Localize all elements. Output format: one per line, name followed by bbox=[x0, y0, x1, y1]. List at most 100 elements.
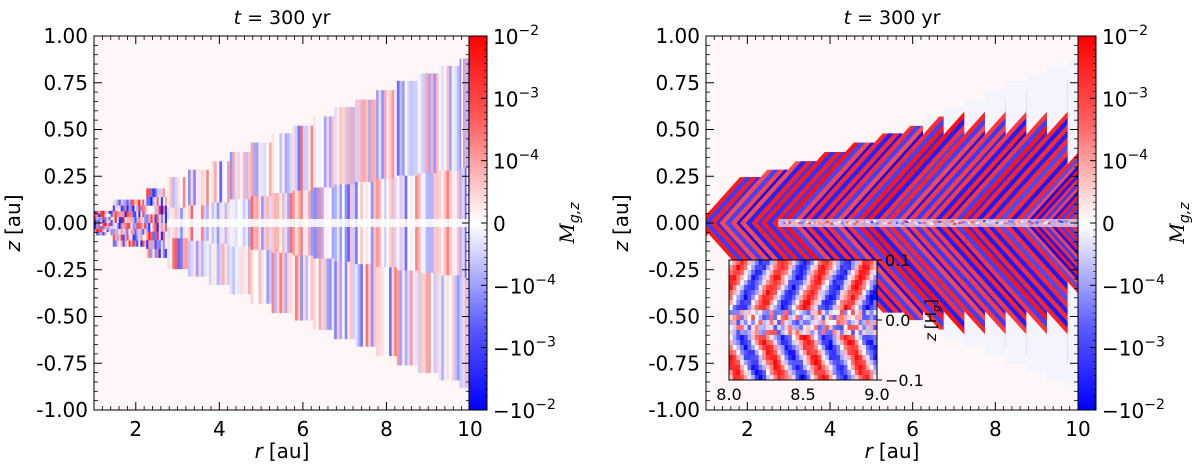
colorbar-tick-base: 10 bbox=[1102, 150, 1127, 174]
axes: 2 4 6 8 10 1.00 0.75 0.50 0.25 0.00 -0.25 -0.50 -0.7… bbox=[36, 24, 482, 441]
x-tick-label: 10 bbox=[457, 417, 482, 441]
colorbar-tick-exp: −2 bbox=[1144, 397, 1165, 413]
y-tick-label: 0.50 bbox=[655, 118, 700, 142]
y-tick-label: -1.00 bbox=[36, 398, 88, 422]
ylabel-unit: [au] bbox=[1, 194, 25, 235]
cb-label-sub: g,z bbox=[567, 202, 583, 223]
y-tick-label: -0.75 bbox=[36, 351, 88, 375]
inset-ylabel-close: ] bbox=[922, 299, 940, 305]
inset-ylabel-unit: [H bbox=[922, 312, 940, 329]
inset-y-tick-label: −0.1 bbox=[885, 371, 924, 390]
y-axis-label: z [au] bbox=[609, 194, 633, 252]
colorbar-tick-label: 10−4 bbox=[493, 148, 539, 174]
domain-step bbox=[94, 210, 114, 236]
inset-y-tick-label: 0.1 bbox=[885, 251, 910, 270]
xlabel-var: r bbox=[255, 439, 265, 463]
inset-y-tick-label: 0.0 bbox=[885, 311, 910, 330]
colorbar-tick-label: 10−2 bbox=[493, 23, 539, 49]
colorbar-tick-base: 0 bbox=[493, 212, 506, 236]
ylabel-unit: [au] bbox=[609, 194, 633, 235]
y-tick-label: 0.75 bbox=[655, 71, 700, 95]
inset-axes: 8.0 8.5 9.0 0.1 0.0 −0.1 bbox=[716, 251, 924, 404]
cb-label-sub: g,z bbox=[1177, 202, 1193, 223]
colorbar-tick-base: 0 bbox=[1102, 212, 1115, 236]
inset-ylabel-sub: g bbox=[930, 305, 943, 312]
colorbar-tick-exp: −3 bbox=[1127, 85, 1148, 101]
y-tick-label: 1.00 bbox=[43, 24, 88, 48]
inset-y-label: z [Hg] bbox=[922, 299, 943, 342]
xlabel-var: r bbox=[865, 439, 875, 463]
colorbar-tick-exp: −3 bbox=[1144, 335, 1165, 351]
colorbar-tick-base: 10 bbox=[1102, 87, 1127, 111]
x-axis-label: r [au] bbox=[255, 439, 310, 463]
colorbar-tick-exp: −4 bbox=[518, 148, 539, 164]
cb-label-main: M bbox=[1165, 223, 1189, 245]
colorbar-tick-exp: −4 bbox=[1144, 272, 1165, 288]
colorbar-tick-exp: −2 bbox=[1127, 23, 1148, 39]
colorbar-tick-label: 10−3 bbox=[1102, 85, 1148, 111]
y-tick-label: 0.50 bbox=[43, 118, 88, 142]
ylabel-var: z bbox=[1, 241, 25, 253]
y-tick-label: 0.25 bbox=[655, 164, 700, 188]
y-tick-label: -0.25 bbox=[36, 258, 88, 282]
title-value: = 300 yr bbox=[857, 7, 941, 29]
colorbar-tick-base: −10 bbox=[493, 337, 535, 361]
x-tick-label: 2 bbox=[129, 417, 142, 441]
heatmap-area bbox=[94, 36, 470, 410]
left-panel: t = 300 yr 2 4 6 8 10 1.00 0.75 0.50 0.25 0.00 -0.2… bbox=[1, 7, 583, 463]
y-tick-label: 1.00 bbox=[655, 24, 700, 48]
x-tick-label: 4 bbox=[213, 417, 226, 441]
colorbar-tick-base: −10 bbox=[493, 274, 535, 298]
title-var: t bbox=[844, 7, 853, 29]
inset-x-tick-label: 8.5 bbox=[790, 385, 815, 404]
y-tick-label: 0.75 bbox=[43, 71, 88, 95]
x-tick-label: 8 bbox=[989, 417, 1002, 441]
colorbar-tick-exp: −2 bbox=[535, 397, 556, 413]
colorbar-label: Mg,z bbox=[555, 202, 583, 245]
colorbar-tick-exp: −4 bbox=[1127, 148, 1148, 164]
panel-title: t = 300 yr bbox=[234, 7, 331, 29]
colorbar-tick-label: −10−2 bbox=[1102, 397, 1165, 423]
y-tick-label: 0.00 bbox=[43, 211, 88, 235]
y-tick-label: -1.00 bbox=[648, 398, 700, 422]
title-value: = 300 yr bbox=[247, 7, 331, 29]
y-tick-label: -0.50 bbox=[36, 305, 88, 329]
colorbar-tick-label: −10−2 bbox=[493, 397, 556, 423]
colorbar-label: Mg,z bbox=[1165, 202, 1193, 245]
colorbar-tick-label: 10−2 bbox=[1102, 23, 1148, 49]
colorbar-tick-label: 10−4 bbox=[1102, 148, 1148, 174]
inset-heatmap bbox=[729, 260, 877, 380]
xlabel-unit: [au] bbox=[269, 439, 310, 463]
y-tick-label: 0.00 bbox=[655, 211, 700, 235]
x-tick-label: 10 bbox=[1065, 417, 1090, 441]
colorbar-tick-exp: −3 bbox=[535, 335, 556, 351]
inset-x-tick-label: 8.0 bbox=[716, 385, 741, 404]
y-tick-label: -0.50 bbox=[648, 305, 700, 329]
panel-title: t = 300 yr bbox=[844, 7, 941, 29]
colorbar-tick-label: −10−3 bbox=[1102, 335, 1165, 361]
colorbar-tick-label: −10−4 bbox=[493, 272, 556, 298]
y-tick-label: 0.25 bbox=[43, 164, 88, 188]
colorbar-tick-base: −10 bbox=[493, 399, 535, 423]
colorbar-tick-exp: −3 bbox=[518, 85, 539, 101]
x-tick-label: 8 bbox=[380, 417, 393, 441]
heatmap-area bbox=[706, 36, 1078, 410]
x-axis-label: r [au] bbox=[865, 439, 920, 463]
right-panel: t = 300 yr 2 4 6 8 101.000.750.500.250.00-0.2… bbox=[609, 7, 1193, 463]
inset-x-tick-label: 9.0 bbox=[864, 385, 889, 404]
colorbar-tick-label: 10−3 bbox=[493, 85, 539, 111]
domain-step bbox=[146, 188, 168, 258]
inset-ylabel-var: z bbox=[922, 332, 940, 342]
axes: 2 4 6 8 10 1.00 0.75 0.50 0.25 0.00 -0.25 -0.50 -0.7… bbox=[648, 24, 1090, 441]
y-tick-label: -0.25 bbox=[648, 258, 700, 282]
y-axis-label: z [au] bbox=[1, 194, 25, 252]
colorbar-tick-base: −10 bbox=[1102, 274, 1144, 298]
y-tick-label: -0.75 bbox=[648, 351, 700, 375]
xlabel-unit: [au] bbox=[879, 439, 920, 463]
colorbar-tick-base: −10 bbox=[1102, 337, 1144, 361]
colorbar-tick-exp: −4 bbox=[535, 272, 556, 288]
colorbar-tick-base: 10 bbox=[493, 25, 518, 49]
colorbar-tick-exp: −2 bbox=[518, 23, 539, 39]
colorbar-tick-base: 10 bbox=[493, 87, 518, 111]
